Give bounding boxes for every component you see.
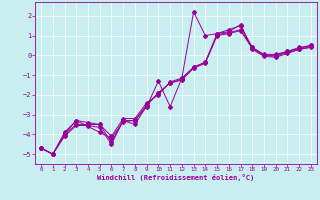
X-axis label: Windchill (Refroidissement éolien,°C): Windchill (Refroidissement éolien,°C) [97,174,255,181]
